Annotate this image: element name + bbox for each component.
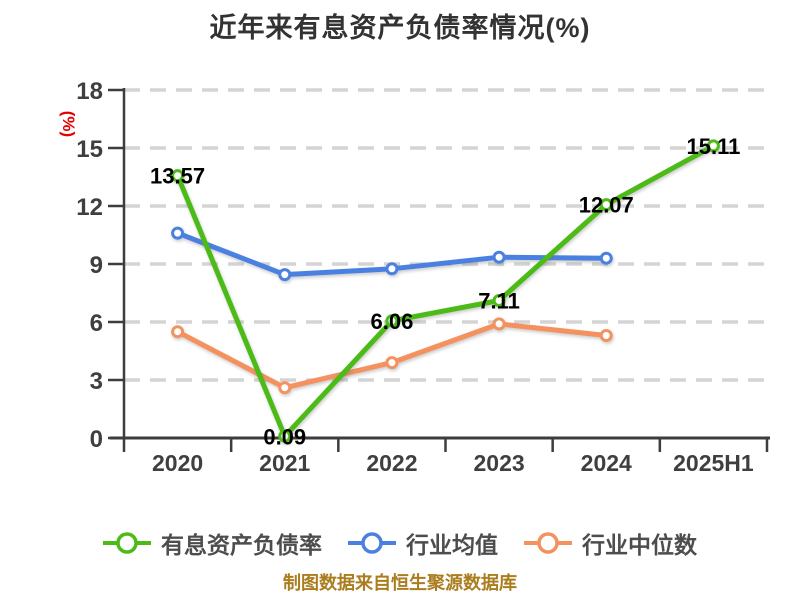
data-point-label: 15.11 <box>686 134 740 159</box>
legend-circle <box>537 532 559 554</box>
y-tick-label: 15 <box>76 136 103 163</box>
x-tick-label: 2020 <box>152 450 203 476</box>
legend-circle <box>116 532 138 554</box>
x-tick-label: 2025H1 <box>673 450 754 476</box>
y-tick-label: 18 <box>76 78 103 105</box>
legend-label: 行业中位数 <box>582 532 697 558</box>
data-point-marker[interactable] <box>599 329 613 342</box>
x-tick-label: 2024 <box>581 450 632 476</box>
series-line <box>175 143 716 439</box>
data-point-marker[interactable] <box>492 294 506 307</box>
x-tick-label: 2022 <box>366 450 417 476</box>
data-point-label: 0.09 <box>263 424 306 449</box>
data-point-marker[interactable] <box>706 139 720 153</box>
series-行业中位数 <box>171 317 613 395</box>
legend-item-2[interactable]: 行业中位数 <box>524 526 697 560</box>
legend-marker-icon <box>348 532 396 554</box>
y-tick-label: 3 <box>90 368 103 395</box>
legend-circle <box>361 532 383 554</box>
x-tick-label: 2023 <box>473 450 524 476</box>
data-point-marker[interactable] <box>599 251 613 265</box>
legend-label: 行业均值 <box>406 532 498 558</box>
line-chart: 0 3 6 9 12 15 18 2020 2021 2022 2023 2024 2025H1 (%) 1… <box>59 78 770 476</box>
data-point-marker[interactable] <box>171 169 185 183</box>
data-point-marker[interactable] <box>385 314 399 328</box>
x-tick-label: 2021 <box>259 450 310 476</box>
data-point-marker[interactable] <box>278 429 292 443</box>
data-point-marker[interactable] <box>385 262 399 276</box>
legend-item-1[interactable]: 行业均值 <box>348 526 498 560</box>
data-point-marker[interactable] <box>492 317 506 331</box>
data-point-marker[interactable] <box>278 381 292 395</box>
series-行业均值 <box>171 226 613 282</box>
data-point-marker[interactable] <box>171 325 185 339</box>
data-point-label: 12.07 <box>579 193 634 218</box>
legend-marker-icon <box>524 532 572 554</box>
y-tick-label: 0 <box>90 426 103 453</box>
data-point-label: 13.57 <box>150 164 205 189</box>
data-point-marker[interactable] <box>599 198 613 212</box>
chart-legend: 有息资产负债率 行业均值 行业中位数 <box>0 526 800 560</box>
data-point-marker[interactable] <box>171 226 185 240</box>
chart-title: 近年来有息资产负债率情况(%) <box>209 13 591 43</box>
legend-marker-icon <box>103 532 151 554</box>
data-point-label: 6.06 <box>371 309 414 334</box>
y-tick-label: 6 <box>90 310 103 337</box>
y-tick-label: 9 <box>90 252 103 279</box>
legend-label: 有息资产负债率 <box>161 532 322 558</box>
data-point-label: 7.11 <box>478 289 520 314</box>
data-source-note: 制图数据来自恒生聚源数据库 <box>283 573 517 593</box>
data-point-marker[interactable] <box>278 268 292 282</box>
series-有息资产负债率 <box>171 139 720 443</box>
data-point-marker[interactable] <box>385 356 399 370</box>
y-axis-unit-label: (%) <box>59 111 78 137</box>
y-tick-label: 12 <box>76 194 103 221</box>
legend-item-0[interactable]: 有息资产负债率 <box>103 526 322 560</box>
data-point-marker[interactable] <box>492 250 506 264</box>
